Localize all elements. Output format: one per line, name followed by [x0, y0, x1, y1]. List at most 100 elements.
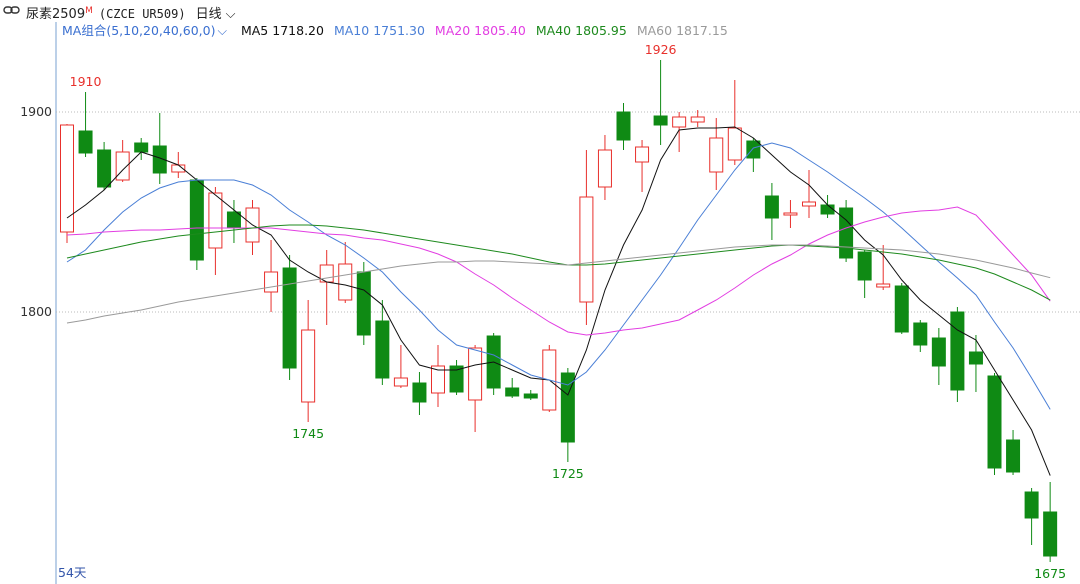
legend-name: MA5 [240, 23, 269, 38]
candle [783, 200, 798, 228]
dropdown[interactable]: ⌵ [217, 23, 227, 38]
candle-body [931, 337, 946, 367]
candle [672, 112, 687, 152]
ma-group[interactable]: MA组合(5,10,20,40,60,0) [62, 23, 216, 38]
legend-value: 1805.40 [474, 23, 526, 38]
days-label: 54天 [58, 565, 87, 580]
legend-entry: MA40 1805.95 [536, 23, 627, 38]
extreme-label: 1910 [70, 74, 102, 89]
candle-body [97, 149, 112, 188]
code: (CZCE UR509) [98, 7, 186, 22]
candle [690, 110, 705, 127]
candle-body [579, 196, 594, 303]
candle-body [616, 111, 631, 141]
candle-body [264, 271, 279, 293]
candle [1043, 482, 1058, 562]
candle [597, 135, 612, 200]
legend-value: 1718.20 [272, 23, 324, 38]
extreme-label: 1725 [552, 466, 584, 481]
y-tick-label: 1900 [20, 104, 52, 119]
candle-body [820, 204, 835, 215]
candle [152, 113, 167, 184]
candle-body [560, 372, 575, 443]
legend-name: MA40 [535, 23, 572, 38]
candle [1006, 430, 1021, 475]
candle [913, 320, 928, 352]
candle [431, 345, 445, 407]
candle-body [968, 351, 983, 365]
candle-body [152, 145, 167, 174]
candle [950, 307, 965, 402]
candle-body [839, 207, 854, 259]
link-icon [3, 6, 20, 14]
candle [78, 92, 93, 157]
extreme-label: 1926 [645, 42, 677, 57]
header: 尿素2509M (CZCE UR509) 日线 ⌵ [0, 0, 1080, 22]
candle-body [282, 267, 297, 369]
legend-entry: MA5 1718.20 [241, 23, 324, 38]
legend-entry: MA60 1817.15 [637, 23, 728, 38]
candle-body [449, 365, 464, 393]
legend-name: MA60 [636, 23, 673, 38]
legend-value: 1751.30 [373, 23, 425, 38]
candle [189, 178, 204, 270]
candle-body [597, 149, 612, 188]
candle [653, 60, 668, 145]
candle [338, 242, 353, 303]
candle [746, 138, 761, 172]
candle [412, 372, 427, 415]
candle-body [338, 263, 353, 301]
candle [857, 250, 872, 298]
candle-body [1006, 439, 1021, 473]
candle [60, 124, 74, 243]
candle [115, 140, 130, 182]
period[interactable]: 日线 [195, 7, 222, 23]
candle [968, 335, 983, 392]
candle [1024, 488, 1039, 545]
legend-entry: MA20 1805.40 [435, 23, 526, 38]
candle [356, 262, 371, 345]
candle [523, 390, 538, 400]
candle-body [60, 124, 74, 233]
candle-body [412, 382, 427, 403]
candle-body [746, 140, 761, 159]
candle [802, 170, 816, 218]
candle [208, 187, 223, 275]
candle-body [857, 251, 872, 281]
candle [579, 150, 594, 325]
candle-body [468, 347, 483, 401]
candle [635, 140, 650, 192]
candle-body [783, 212, 798, 216]
candle [894, 283, 909, 334]
legend-entry: MA10 1751.30 [334, 23, 425, 38]
candle-body [709, 137, 724, 173]
candle-body [653, 115, 668, 126]
ma-line [66, 206, 1051, 336]
candle [560, 368, 575, 462]
candle [393, 345, 408, 388]
candle-body [764, 195, 779, 219]
candle-body [802, 201, 816, 207]
extreme-label: 1745 [292, 426, 324, 441]
candle [505, 378, 520, 398]
candle [709, 118, 724, 190]
candle-body [876, 283, 891, 288]
legend-name: MA10 [333, 23, 370, 38]
dropdown[interactable]: ⌵ [225, 7, 236, 23]
candle [282, 255, 297, 380]
candle [264, 240, 279, 312]
candle-body [78, 130, 93, 154]
candle-body [1024, 491, 1039, 519]
candle [987, 373, 1002, 475]
symbol: 尿素2509 [26, 7, 86, 23]
candle [764, 183, 779, 240]
ma-line [66, 126, 1051, 476]
legend-value: 1817.15 [676, 23, 728, 38]
candle-body [189, 179, 204, 261]
candle-body [431, 365, 445, 394]
candle [449, 360, 464, 395]
candle-body [1043, 511, 1058, 557]
ma-legend: MA组合(5,10,20,40,60,0) ⌵ MA5 1718.20 MA10 175… [62, 21, 738, 41]
candle [468, 345, 483, 432]
